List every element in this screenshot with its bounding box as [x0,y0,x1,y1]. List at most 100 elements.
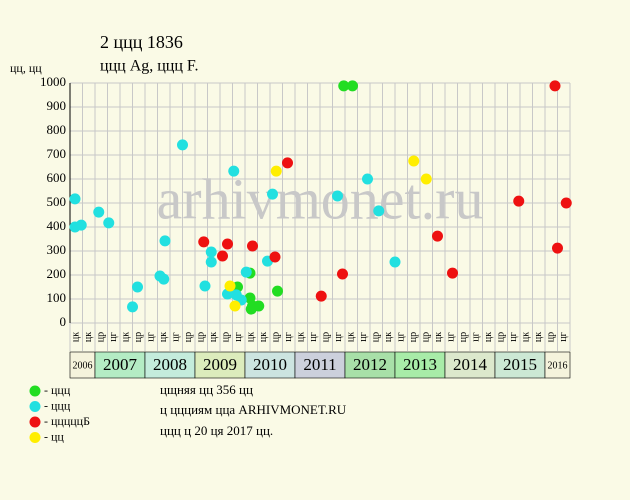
column-label: цк [383,332,394,342]
point [347,80,358,92]
y-tick-label: 100 [47,290,67,305]
point [177,139,188,151]
legend-label: - ццц [44,398,71,412]
column-label: цр [496,332,507,342]
note: ц ццциям цца ARHIVMONET.RU [160,402,347,417]
point [217,250,228,262]
year-box [344,351,396,379]
point [549,80,561,92]
column-label: цк [208,332,219,342]
y-tick-label: 900 [47,98,67,113]
column-label: цк [346,332,357,342]
legend-label: - ццц [44,383,71,397]
year-label: 2006 [73,360,93,371]
column-label: цг [333,332,344,341]
point [198,236,210,248]
year-label: 2008 [153,355,187,374]
legend-label: - цц [44,429,64,443]
column-label: цг [233,332,244,341]
point [432,230,443,242]
point [267,188,278,200]
column-label: цк [433,332,444,342]
point [560,197,572,209]
year-label: 2011 [303,355,336,374]
column-label: цр [271,332,282,342]
year-label: 2014 [453,355,488,374]
year-box [394,351,446,379]
y-tick-label: 700 [47,146,67,161]
point [199,280,211,292]
year-box [544,351,571,379]
column-label: цк [158,332,169,342]
column-label: цг [446,332,457,341]
point [103,217,115,229]
column-label: цр [408,332,419,342]
point [158,273,170,285]
legend-marker [29,416,41,428]
year-label: 2009 [203,355,237,374]
column-label: цк [296,332,307,342]
column-label: цр [96,332,107,342]
column-label: цг [308,332,319,341]
point [408,155,420,167]
y-tick-label: 300 [47,242,67,257]
column-label: цр [133,332,144,342]
point [159,235,171,247]
chart-subtitle: ццц Ag, ццц F. [100,58,199,75]
point [127,301,138,313]
y-tick-label: 500 [47,194,67,209]
year-box [194,351,246,379]
year-label: 2015 [503,355,537,374]
y-tick-label: 0 [60,314,67,329]
column-label: цр [458,332,469,342]
column-label: цг [508,332,519,341]
point [332,190,343,202]
year-label: 2010 [253,355,287,374]
column-label: цк [121,332,132,342]
y-tick-label: 800 [47,122,67,137]
column-label: цг [283,332,294,341]
year-box [244,351,296,379]
column-label: цк [83,332,94,342]
year-box [494,351,546,379]
point [513,195,525,207]
point [247,240,258,252]
y-tick-label: 400 [47,218,67,233]
point [552,242,563,254]
point [270,165,282,177]
column-label: цр [371,332,382,342]
column-label: цк [258,332,269,342]
column-label: цг [108,332,119,341]
column-label: цр [183,332,194,342]
point [93,206,105,218]
column-label: цр [546,332,557,342]
y-axis-label: цц, цц [10,61,42,75]
column-label: цг [358,332,369,341]
legend-marker [29,432,41,443]
year-box [144,351,196,379]
point [420,173,432,185]
point [272,285,283,297]
note: цщняя цц 356 цц [160,382,253,397]
point [228,165,240,177]
y-tick-label: 600 [47,170,67,185]
year-label: 2007 [103,355,138,374]
point [447,267,458,279]
column-label: цр [196,332,207,342]
point [338,80,350,92]
point [240,266,252,278]
y-tick-label: 200 [47,266,67,281]
note: ццц ц 20 ця 2017 цц. [160,423,273,438]
column-label: цк [533,332,544,342]
point [282,157,293,169]
column-label: цг [471,332,482,341]
point [205,256,217,268]
chart-title: 2 ццц 1836 [100,32,183,52]
year-label: 2016 [548,360,568,371]
year-box [94,351,146,379]
point [362,173,373,185]
point [337,268,348,280]
year-box [69,351,96,379]
column-label: цг [171,332,182,341]
